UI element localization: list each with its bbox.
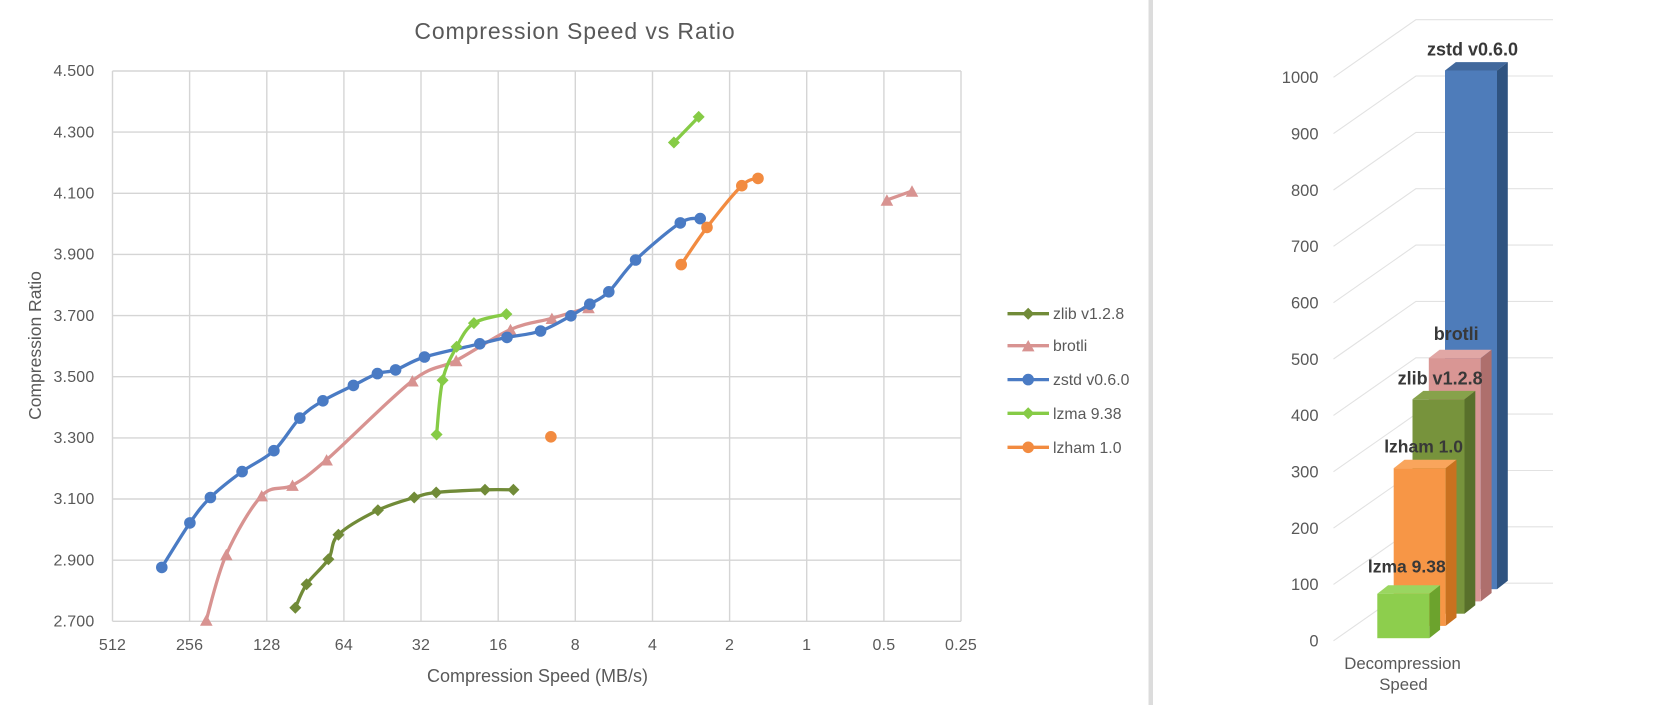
svg-text:zlib v1.2.8: zlib v1.2.8 <box>1398 369 1483 389</box>
svg-text:32: 32 <box>412 637 430 654</box>
svg-text:8: 8 <box>571 637 580 654</box>
svg-text:Speed: Speed <box>1379 675 1428 694</box>
svg-text:4.100: 4.100 <box>53 186 94 203</box>
svg-text:zstd v0.6.0: zstd v0.6.0 <box>1427 39 1518 59</box>
svg-text:Compression Speed (MB/s): Compression Speed (MB/s) <box>427 666 648 686</box>
svg-text:1000: 1000 <box>1282 69 1319 87</box>
svg-text:lzham 1.0: lzham 1.0 <box>1384 436 1463 456</box>
svg-text:200: 200 <box>1291 520 1319 538</box>
svg-text:lzma 9.38: lzma 9.38 <box>1368 556 1446 576</box>
svg-text:4.500: 4.500 <box>53 63 94 80</box>
svg-text:3.300: 3.300 <box>53 430 94 447</box>
svg-text:2.700: 2.700 <box>53 614 94 631</box>
svg-text:3.900: 3.900 <box>53 247 94 264</box>
svg-text:512: 512 <box>99 637 126 654</box>
svg-text:4: 4 <box>648 637 657 654</box>
svg-text:brotli: brotli <box>1434 324 1479 344</box>
svg-text:500: 500 <box>1291 351 1319 369</box>
svg-text:400: 400 <box>1291 407 1319 425</box>
svg-text:3.500: 3.500 <box>53 369 94 386</box>
svg-text:4.300: 4.300 <box>53 124 94 141</box>
svg-text:0.5: 0.5 <box>872 637 895 654</box>
svg-text:2.900: 2.900 <box>53 552 94 569</box>
svg-text:lzham 1.0: lzham 1.0 <box>1053 440 1122 457</box>
svg-text:Compression Ratio: Compression Ratio <box>25 271 45 420</box>
svg-text:zstd v0.6.0: zstd v0.6.0 <box>1053 372 1130 389</box>
svg-text:256: 256 <box>176 637 203 654</box>
svg-text:Compression Speed vs Ratio: Compression Speed vs Ratio <box>414 18 735 44</box>
svg-text:128: 128 <box>253 637 280 654</box>
svg-text:16: 16 <box>489 637 507 654</box>
svg-text:1: 1 <box>802 637 811 654</box>
svg-text:64: 64 <box>335 637 353 654</box>
svg-text:600: 600 <box>1291 295 1319 313</box>
svg-text:900: 900 <box>1291 125 1319 143</box>
svg-text:3.100: 3.100 <box>53 491 94 508</box>
svg-text:0.25: 0.25 <box>945 637 977 654</box>
svg-text:0: 0 <box>1309 633 1318 651</box>
svg-text:lzma 9.38: lzma 9.38 <box>1053 406 1122 423</box>
svg-text:100: 100 <box>1291 576 1319 594</box>
svg-text:Decompression: Decompression <box>1344 654 1461 673</box>
svg-text:zlib v1.2.8: zlib v1.2.8 <box>1053 306 1124 323</box>
svg-text:2: 2 <box>725 637 734 654</box>
svg-text:300: 300 <box>1291 464 1319 482</box>
svg-text:800: 800 <box>1291 182 1319 200</box>
svg-text:brotli: brotli <box>1053 338 1087 355</box>
svg-text:3.700: 3.700 <box>53 308 94 325</box>
svg-text:700: 700 <box>1291 238 1319 256</box>
